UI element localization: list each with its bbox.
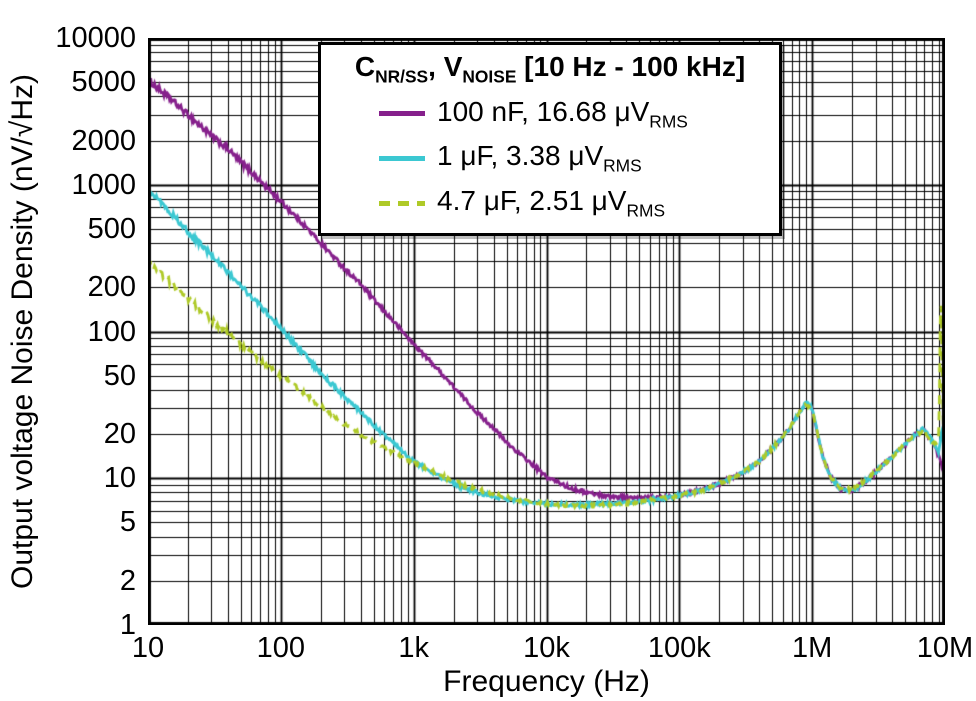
y-tick-label: 1000 [71, 168, 136, 201]
x-tick-label: 1M [792, 632, 833, 664]
y-tick-label: 100 [87, 315, 136, 348]
x-tick-label: 10k [523, 632, 570, 664]
x-tick-label: 100k [647, 632, 711, 664]
legend-entry-label: 1 μF, 3.38 μVRMS [437, 140, 642, 176]
y-tick-label: 10 [103, 462, 136, 495]
y-tick-label: 50 [103, 359, 136, 392]
x-tick-label: 1k [398, 632, 429, 664]
legend-title: CNR/SS, VNOISE [10 Hz - 100 kHz] [354, 51, 746, 87]
legend-entry: 100 nF, 16.68 μVRMS [321, 96, 779, 133]
y-axis-title: Output voltage Noise Density (nV/√Hz) [6, 74, 39, 590]
y-tick-label: 2 [119, 564, 136, 597]
legend-entry-label: 4.7 μF, 2.51 μVRMS [437, 184, 666, 221]
legend-entry: 4.7 μF, 2.51 μVRMS [321, 185, 779, 222]
legend-entry-label: 100 nF, 16.68 μVRMS [437, 95, 688, 132]
legend: CNR/SS, VNOISE [10 Hz - 100 kHz] 100 nF,… [318, 42, 782, 237]
legend-line-sample [379, 200, 425, 206]
y-tick-label: 20 [103, 418, 136, 451]
x-tick-label: 10M [916, 632, 974, 664]
y-tick-label: 2000 [71, 124, 136, 157]
x-tick-label: 100 [256, 632, 306, 664]
y-tick-label: 200 [87, 271, 136, 304]
y-tick-label: 10000 [55, 22, 136, 54]
legend-line-sample [379, 155, 425, 161]
y-tick-label: 1 [119, 609, 136, 641]
x-axis-title: Frequency (Hz) [443, 665, 650, 698]
legend-entries: 100 nF, 16.68 μVRMS 1 μF, 3.38 μVRMS 4.7 μ… [321, 96, 779, 222]
y-tick-label: 5 [119, 506, 136, 539]
legend-line-sample [379, 111, 425, 117]
y-tick-label: 500 [87, 212, 136, 245]
y-tick-label: 5000 [71, 66, 136, 99]
legend-entry: 1 μF, 3.38 μVRMS [321, 140, 779, 177]
x-tick-label: 10 [131, 632, 165, 664]
